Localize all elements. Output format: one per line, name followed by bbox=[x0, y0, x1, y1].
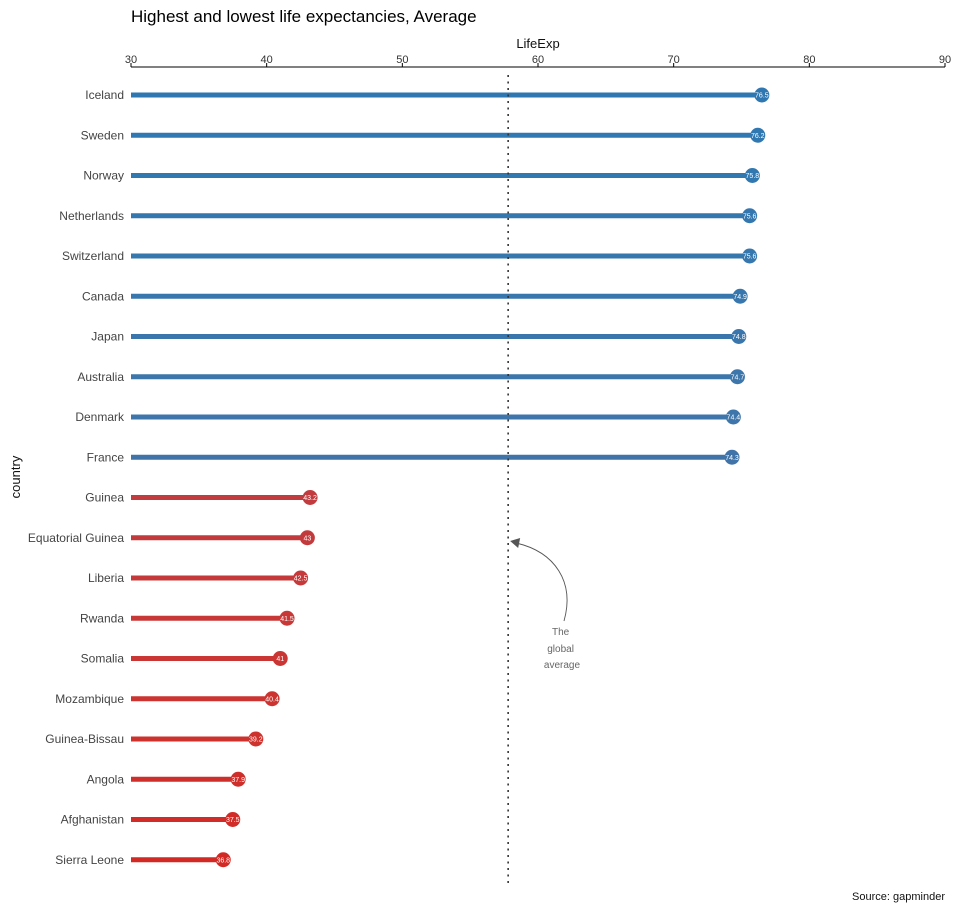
category-label: Mozambique bbox=[55, 692, 124, 706]
category-label: Sierra Leone bbox=[55, 853, 124, 867]
source-caption: Source: gapminder bbox=[852, 891, 945, 903]
x-tick-label: 80 bbox=[803, 54, 815, 66]
lollipop-dot bbox=[731, 329, 747, 344]
lollipop-dot bbox=[732, 288, 748, 304]
category-label: Guinea bbox=[85, 491, 124, 505]
annotation-line-2: global bbox=[547, 644, 574, 655]
x-tick-label: 90 bbox=[939, 54, 951, 66]
x-tick-label: 70 bbox=[668, 54, 680, 66]
lollipop-dot bbox=[729, 369, 745, 385]
value-label: 75.8 bbox=[746, 173, 760, 180]
value-label: 37.9 bbox=[231, 777, 245, 784]
value-label: 76.2 bbox=[751, 133, 765, 140]
value-label: 76.5 bbox=[755, 93, 769, 100]
lollipop-dot bbox=[264, 691, 280, 707]
category-label: Australia bbox=[77, 370, 124, 384]
x-tick-label: 60 bbox=[532, 54, 544, 66]
value-label: 39.2 bbox=[249, 737, 263, 744]
x-tick-label: 50 bbox=[396, 54, 408, 66]
value-label: 74.3 bbox=[725, 455, 739, 462]
category-label: Norway bbox=[83, 169, 124, 183]
value-label: 74.9 bbox=[733, 294, 747, 301]
category-label: Liberia bbox=[88, 571, 124, 585]
category-label: Rwanda bbox=[80, 611, 124, 625]
annotation-text: The global average bbox=[544, 627, 581, 671]
y-axis-title: country bbox=[8, 455, 23, 498]
lollipop-dot bbox=[215, 852, 231, 868]
annotation-line-1: The bbox=[552, 627, 570, 638]
value-label: 75.6 bbox=[743, 254, 757, 261]
x-tick-label: 40 bbox=[261, 54, 273, 66]
value-label: 74.4 bbox=[727, 415, 741, 422]
category-label: Canada bbox=[82, 289, 124, 303]
value-label: 43.2 bbox=[303, 495, 317, 502]
value-label: 74.8 bbox=[732, 334, 746, 341]
lollipop-dot bbox=[742, 248, 758, 264]
value-label: 41 bbox=[276, 656, 284, 663]
category-label: Iceland bbox=[85, 88, 124, 102]
category-label: Afghanistan bbox=[61, 813, 124, 827]
category-label: Somalia bbox=[81, 652, 125, 666]
annotation-line-3: average bbox=[544, 660, 581, 671]
lollipop-dot bbox=[724, 449, 740, 465]
category-label: France bbox=[87, 450, 125, 464]
category-label: Denmark bbox=[75, 410, 125, 424]
category-label: Japan bbox=[91, 330, 124, 344]
category-label: Netherlands bbox=[59, 209, 124, 223]
lollipop-dot bbox=[744, 168, 760, 183]
lollipop-dot bbox=[754, 87, 770, 103]
annotation-arrow bbox=[516, 542, 568, 622]
lollipop-dot bbox=[225, 812, 241, 827]
x-axis-ticks: 30 40 50 60 70 80 90 bbox=[125, 54, 951, 67]
lollipop-dot bbox=[279, 610, 295, 626]
lollipop-dot bbox=[750, 127, 766, 143]
value-label: 40.4 bbox=[265, 696, 279, 703]
category-label: Guinea-Bissau bbox=[45, 732, 124, 746]
category-label: Switzerland bbox=[62, 249, 124, 263]
lollipop-dot bbox=[742, 208, 758, 224]
lollipop-dot bbox=[230, 771, 246, 787]
value-label: 37.5 bbox=[226, 817, 240, 824]
x-axis-title: LifeExp bbox=[516, 36, 559, 51]
category-label: Equatorial Guinea bbox=[28, 531, 124, 545]
lollipop-dot bbox=[272, 651, 288, 666]
lollipop-dot bbox=[248, 731, 264, 747]
lollipop-dot bbox=[725, 409, 741, 425]
category-label: Sweden bbox=[81, 128, 124, 142]
value-label: 43 bbox=[303, 535, 311, 542]
value-label: 74.7 bbox=[731, 374, 745, 381]
x-tick-label: 30 bbox=[125, 54, 137, 66]
value-label: 36.8 bbox=[216, 857, 230, 864]
lollipop-dot bbox=[299, 530, 315, 546]
category-label: Angola bbox=[87, 772, 125, 786]
lollipop-marks: Iceland 76.5 Sweden 76.2 Norway 75.8 Netherlan… bbox=[28, 87, 770, 868]
annotation-arrowhead bbox=[510, 538, 521, 548]
value-label: 41.5 bbox=[280, 616, 294, 623]
chart-title: Highest and lowest life expectancies, Av… bbox=[131, 7, 477, 26]
value-label: 75.6 bbox=[743, 213, 757, 220]
lollipop-dot bbox=[293, 570, 309, 586]
lollipop-dot bbox=[302, 490, 318, 505]
value-label: 42.5 bbox=[294, 576, 308, 583]
